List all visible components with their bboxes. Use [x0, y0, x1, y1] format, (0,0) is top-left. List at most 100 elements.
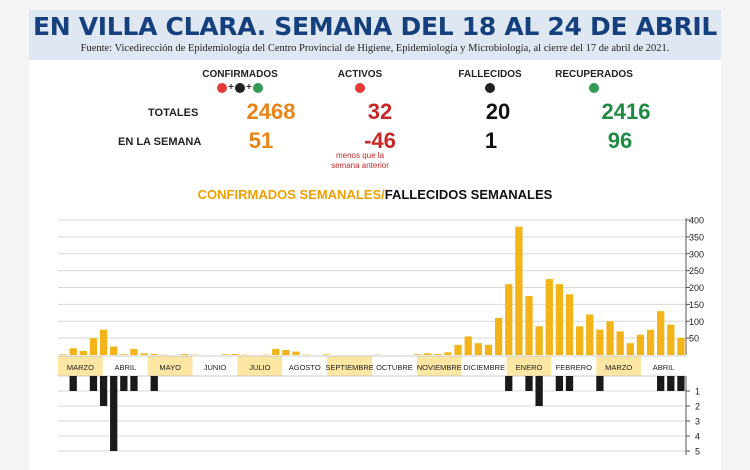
month-label: ENERO [516, 363, 543, 372]
y-tick-label: 300 [689, 249, 704, 259]
month-band [147, 356, 193, 376]
month-label: FEBRERO [556, 363, 592, 372]
week-label: EN LA SEMANA [118, 136, 202, 148]
confirmed-bar [282, 349, 290, 355]
infographic-panel [29, 10, 721, 470]
confirmed-bar [272, 348, 280, 355]
confirmed-bar [626, 343, 634, 355]
chart-title-confirmed: CONFIRMADOS SEMANALES/ [197, 187, 385, 202]
black-dot-icon [235, 83, 245, 93]
month-label: MAYO [159, 363, 181, 372]
y-tick-label: 2 [695, 402, 700, 412]
confirmed-bar [657, 311, 665, 355]
confirmed-bar [474, 343, 483, 355]
confirmed-bar [292, 351, 300, 355]
confirmed-bar [555, 284, 564, 355]
week-active: -46 [364, 128, 396, 153]
confirmed-bar [535, 326, 543, 355]
y-tick-label: 200 [689, 283, 704, 293]
confirmed-bar [120, 354, 128, 355]
month-label: DICIEMBRE [463, 363, 505, 372]
plus-sign: + [228, 82, 234, 93]
month-band [416, 356, 462, 376]
y-tick-label: 400 [689, 216, 704, 226]
confirmed-bar [454, 344, 462, 355]
month-band [506, 356, 552, 376]
total-active: 32 [367, 99, 393, 124]
confirmed-bar [89, 338, 98, 355]
deceased-bar [120, 376, 128, 391]
y-tick-label: 350 [689, 232, 704, 242]
deceased-bar [130, 376, 138, 391]
confirmed-bar [444, 352, 452, 355]
chart-title: CONFIRMADOS SEMANALES/FALLECIDOS SEMANAL… [0, 187, 750, 202]
deceased-bar [69, 376, 77, 391]
confirmed-bar [464, 336, 472, 355]
active-week-note-line1: menos que la [335, 151, 385, 160]
confirmed-bar [677, 337, 685, 355]
y-tick-label: 5 [695, 447, 700, 457]
red-dot-icon [355, 82, 365, 93]
header-recovered: RECUPERADOS [555, 69, 633, 80]
month-band [58, 356, 103, 376]
week-deceased: 1 [484, 128, 498, 153]
deceased-bar [555, 376, 564, 391]
confirmed-bar [150, 353, 158, 355]
confirmed-bar [646, 329, 655, 355]
confirmed-bar [565, 294, 574, 355]
deceased-bar [535, 376, 543, 406]
month-band [192, 356, 238, 376]
month-band [641, 356, 686, 376]
confirmed-bar [606, 321, 614, 355]
page-title: EN VILLA CLARA. SEMANA DEL 18 AL 24 DE A… [32, 12, 718, 41]
y-tick-label: 50 [689, 334, 699, 344]
deceased-bar [667, 376, 675, 391]
confirmed-bar [505, 284, 513, 355]
confirmed-bar [99, 329, 108, 355]
active-week-note-line2: semana anterior [331, 161, 389, 170]
confirmed-bar [79, 350, 87, 355]
deceased-bar [89, 376, 98, 391]
confirmed-bar [140, 353, 148, 355]
header-confirmed: CONFIRMADOS [202, 69, 278, 80]
month-band [102, 356, 148, 376]
month-label: AGOSTO [289, 363, 321, 372]
confirmed-bar [586, 314, 594, 355]
plus-sign: + [246, 82, 252, 93]
week-recovered: 96 [607, 128, 633, 153]
deceased-bar [505, 376, 513, 391]
active-dot-wrap [300, 82, 420, 94]
header-band [29, 10, 721, 60]
deceased-bar [677, 376, 685, 391]
red-dot-icon [217, 83, 228, 93]
confirmed-bar [596, 329, 604, 355]
chart-title-deceased: FALLECIDOS SEMANALES [384, 187, 553, 202]
total-deceased: 20 [485, 99, 511, 124]
deceased-bar [565, 376, 574, 391]
month-label: OCTUBRE [376, 363, 413, 372]
y-tick-label: 4 [695, 432, 700, 442]
y-tick-label: 250 [689, 266, 704, 276]
confirmed-bar [221, 354, 229, 355]
header-deceased: FALLECIDOS [458, 69, 522, 80]
month-label: NOVIEMBRE [417, 363, 462, 372]
month-label: MARZO [605, 363, 632, 372]
deceased-dot-wrap [430, 82, 550, 94]
green-dot-icon [589, 82, 599, 93]
deceased-bar [110, 376, 118, 451]
week-confirmed: 51 [248, 128, 274, 153]
totals-label: TOTALES [148, 107, 199, 119]
confirmed-bar [413, 354, 422, 355]
confirmed-bar [494, 317, 503, 355]
month-label: ABRIL [653, 363, 675, 372]
month-label: MARZO [67, 363, 94, 372]
confirmed-bar [69, 348, 77, 355]
month-band [551, 356, 597, 376]
month-label: JUNIO [204, 363, 227, 372]
green-dot-icon [252, 83, 263, 93]
confirmed-bar [59, 354, 67, 355]
month-label: JULIO [249, 363, 270, 372]
confirmed-bar [130, 348, 138, 355]
month-band [596, 356, 642, 376]
confirmed-bar [545, 279, 553, 355]
